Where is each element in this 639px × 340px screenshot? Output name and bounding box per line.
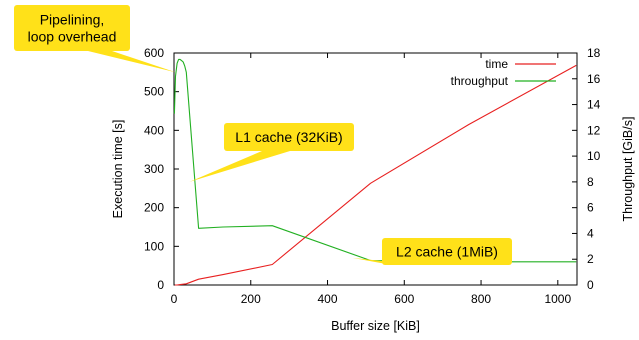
callout-text: L1 cache (32KiB): [235, 129, 342, 145]
y-right-tick-label: 14: [587, 98, 601, 112]
y-left-tick-label: 0: [157, 278, 164, 292]
y-right-tick-label: 2: [587, 252, 594, 266]
x-tick-label: 600: [394, 292, 414, 306]
y-right-tick-label: 4: [587, 226, 594, 240]
axes: 0 200 400 600 800 1000 0 100 200 300 400 500 600 0 2 4 6…: [111, 46, 635, 333]
x-tick-label: 0: [171, 292, 178, 306]
legend-label-time: time: [485, 57, 508, 71]
x-tick-label: 800: [471, 292, 491, 306]
x-axis-label: Buffer size [KiB]: [331, 319, 420, 333]
series-line-time: [174, 64, 577, 286]
y-right-tick-label: 10: [587, 149, 601, 163]
callout-box: [14, 5, 130, 51]
callout-pointer: [88, 51, 176, 73]
callouts: Pipelining,loop overhead L1 cache (32KiB)…: [14, 5, 512, 265]
y-right-tick-label: 12: [587, 123, 601, 137]
y-right-tick-label: 16: [587, 72, 601, 86]
y-right-axis-label: Throughput [GiB/s]: [621, 117, 635, 222]
y-right-tick-label: 0: [587, 278, 594, 292]
series-line-throughput: [173, 58, 577, 263]
y-left-axis-label: Execution time [s]: [111, 120, 125, 219]
x-tick-label: 400: [318, 292, 338, 306]
callout-text: Pipelining,: [40, 12, 105, 28]
x-tick-label: 200: [241, 292, 261, 306]
callout-pointer: [189, 151, 290, 182]
callout-text: loop overhead: [28, 29, 117, 45]
y-right-tick-label: 8: [587, 175, 594, 189]
series-layer: [173, 58, 577, 286]
callout-text: L2 cache (1MiB): [396, 244, 498, 260]
legend-label-throughput: throughput: [451, 74, 509, 88]
y-left-tick-label: 500: [144, 85, 164, 99]
callout-box: [382, 238, 512, 265]
y-right-tick-label: 6: [587, 201, 594, 215]
callout-l2: L2 cache (1MiB): [352, 238, 512, 265]
x-tick-label: 1000: [544, 292, 571, 306]
plot-frame: [173, 52, 578, 286]
y-left-tick-label: 100: [144, 239, 164, 253]
y-left-tick-label: 200: [144, 201, 164, 215]
y-left-tick-label: 400: [144, 123, 164, 137]
callout-box: [224, 123, 354, 151]
y-left-tick-label: 600: [144, 46, 164, 60]
callout-l1: L1 cache (32KiB): [189, 123, 354, 182]
legend: time throughput: [451, 57, 556, 88]
callout-pipelining: Pipelining,loop overhead: [14, 5, 176, 73]
y-left-tick-label: 300: [144, 162, 164, 176]
y-right-tick-label: 18: [587, 46, 601, 60]
